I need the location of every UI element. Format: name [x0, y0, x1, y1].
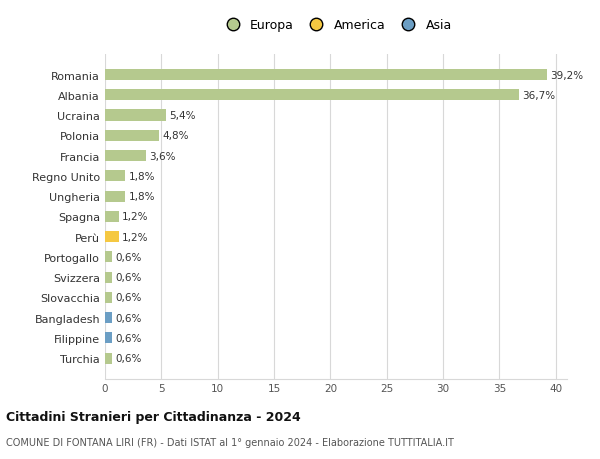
- Text: 3,6%: 3,6%: [149, 151, 175, 161]
- Text: COMUNE DI FONTANA LIRI (FR) - Dati ISTAT al 1° gennaio 2024 - Elaborazione TUTTI: COMUNE DI FONTANA LIRI (FR) - Dati ISTAT…: [6, 437, 454, 447]
- Bar: [105, 231, 119, 243]
- Text: 0,6%: 0,6%: [115, 273, 142, 283]
- Text: 5,4%: 5,4%: [169, 111, 196, 121]
- Text: 0,6%: 0,6%: [115, 353, 142, 364]
- Bar: [105, 70, 547, 81]
- Bar: [105, 211, 119, 223]
- Bar: [105, 151, 146, 162]
- Bar: [105, 130, 159, 141]
- Text: 1,8%: 1,8%: [128, 192, 155, 202]
- Bar: [105, 292, 112, 303]
- Legend: Europa, America, Asia: Europa, America, Asia: [220, 19, 452, 32]
- Text: 0,6%: 0,6%: [115, 313, 142, 323]
- Text: 1,2%: 1,2%: [122, 232, 148, 242]
- Bar: [105, 313, 112, 324]
- Bar: [105, 90, 518, 101]
- Bar: [105, 171, 125, 182]
- Text: 0,6%: 0,6%: [115, 293, 142, 303]
- Text: 0,6%: 0,6%: [115, 252, 142, 262]
- Bar: [105, 110, 166, 121]
- Text: 4,8%: 4,8%: [163, 131, 189, 141]
- Bar: [105, 333, 112, 344]
- Text: 39,2%: 39,2%: [550, 70, 583, 80]
- Bar: [105, 353, 112, 364]
- Text: 1,8%: 1,8%: [128, 172, 155, 181]
- Text: 1,2%: 1,2%: [122, 212, 148, 222]
- Bar: [105, 252, 112, 263]
- Bar: [105, 191, 125, 202]
- Text: 0,6%: 0,6%: [115, 333, 142, 343]
- Bar: [105, 272, 112, 283]
- Text: 36,7%: 36,7%: [522, 90, 555, 101]
- Text: Cittadini Stranieri per Cittadinanza - 2024: Cittadini Stranieri per Cittadinanza - 2…: [6, 410, 301, 423]
